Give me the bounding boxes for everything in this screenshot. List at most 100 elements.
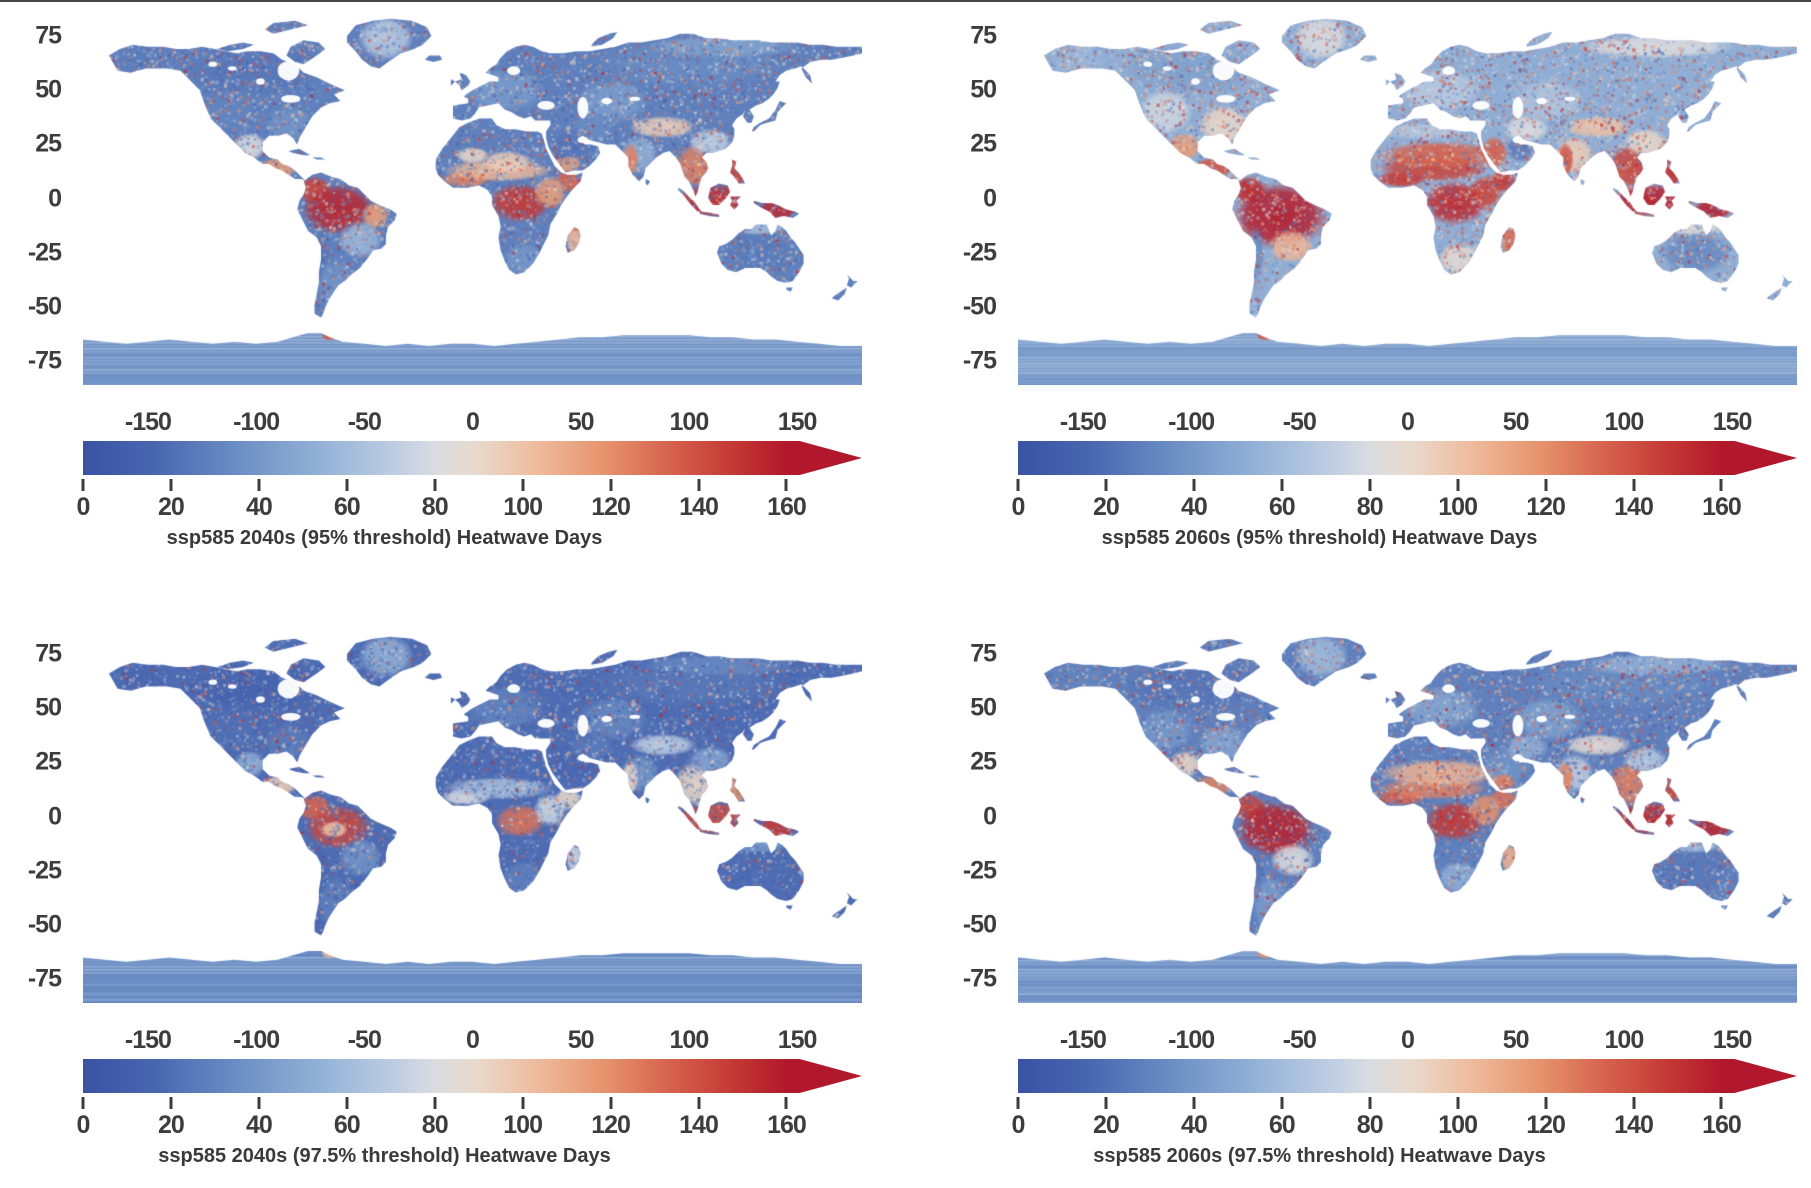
map-canvas [1018,628,1797,1003]
colorbar-tick-label: 0 [1011,1111,1026,1139]
colorbar-tickmarks [1016,1097,1797,1110]
colorbar-tick-mark [1016,479,1020,491]
longitude-axis: -150 -100 -50 0 50 100 150 [1018,408,1797,436]
lon-tick-label: 50 [567,1026,595,1054]
colorbar-gradient [1018,1059,1797,1093]
colorbar-tick-label: 160 [1702,1111,1742,1139]
colorbar-tick-label: 0 [76,493,91,521]
lon-tick-label: -100 [1168,1026,1215,1054]
lat-tick-label: 50 [970,75,997,104]
lat-tick-label: 75 [35,21,62,50]
colorbar-tick-label: 60 [1268,493,1296,521]
figure-top-border [0,0,1811,2]
colorbar-tick-mark [1456,1097,1460,1109]
colorbar-tick-mark [257,1097,261,1109]
lon-tick-label: -50 [1282,408,1317,436]
colorbar-tick-mark [1368,1097,1372,1109]
colorbar-tick-label: 160 [767,1111,807,1139]
panel-2060s-975: 75 50 25 0 -25 -50 -75 -150 -100 -50 0 50 100 150 0 2… [963,628,1797,1188]
lon-tick-label: 50 [1502,408,1530,436]
lat-tick-label: -75 [27,346,62,375]
lon-tick-label: 50 [567,408,595,436]
colorbar-tick-mark [169,1097,173,1109]
colorbar-tick-label: 20 [158,1111,185,1139]
panel-caption: ssp585 2060s (95% threshold) Heatwave Da… [1101,527,1538,549]
colorbar-tick-mark [345,1097,349,1109]
lon-tick-label: 0 [1401,408,1415,436]
panel-2060s-95: 75 50 25 0 -25 -50 -75 -150 -100 -50 0 50 100 150 0 2… [963,10,1797,570]
lat-tick-label: -25 [27,238,62,267]
colorbar-tick-label: 20 [1093,1111,1120,1139]
colorbar-tick-mark [1192,1097,1196,1109]
colorbar-tick-labels: 0 20 40 60 80 100 120 140 160 [1012,493,1797,521]
lat-tick-label: 75 [970,639,997,668]
colorbar-tick-label: 100 [503,1111,543,1139]
latitude-axis: 75 50 25 0 -25 -50 -75 [946,628,1006,1003]
world-heatmap-2040s-975 [83,628,862,1003]
lon-tick-label: 100 [669,1026,710,1054]
colorbar-tick-mark [784,1097,788,1109]
colorbar-tick-labels: 0 20 40 60 80 100 120 140 160 [77,493,862,521]
colorbar [83,1059,862,1093]
colorbar-tick-mark [609,479,613,491]
lat-tick-label: 75 [970,21,997,50]
lon-tick-label: 50 [1502,1026,1530,1054]
colorbar-tick-label: 60 [1268,1111,1296,1139]
colorbar-tick-label: 140 [1614,493,1654,521]
colorbar-tick-label: 160 [1702,493,1742,521]
colorbar-tick-mark [1280,479,1284,491]
colorbar-tick-label: 40 [245,493,273,521]
colorbar-tick-mark [433,1097,437,1109]
lon-tick-label: 0 [1401,1026,1415,1054]
lat-tick-label: 0 [983,184,997,213]
lon-tick-label: 150 [777,1026,818,1054]
colorbar-tick-mark [521,479,525,491]
lon-tick-label: -150 [1059,1026,1107,1054]
colorbar-gradient [83,441,862,475]
colorbar [1018,441,1797,475]
colorbar-tick-mark [81,1097,85,1109]
colorbar-tick-label: 60 [333,493,361,521]
panel-2040s-95: 75 50 25 0 -25 -50 -75 -150 -100 -50 0 50 100 150 0 2… [28,10,862,570]
colorbar [1018,1059,1797,1093]
colorbar [83,441,862,475]
lat-tick-label: 0 [48,184,62,213]
colorbar-tick-label: 80 [1356,493,1384,521]
colorbar-tick-mark [1192,479,1196,491]
colorbar-tick-label: 40 [245,1111,273,1139]
colorbar-tick-mark [345,479,349,491]
lat-tick-label: 50 [970,693,997,722]
colorbar-tick-label: 40 [1180,1111,1208,1139]
colorbar-tick-label: 120 [591,1111,631,1139]
lat-tick-label: -75 [962,964,997,993]
panel-caption: ssp585 2040s (95% threshold) Heatwave Da… [166,527,603,549]
colorbar-tick-label: 120 [1526,1111,1566,1139]
lon-tick-label: 150 [1712,1026,1753,1054]
colorbar-tick-mark [1719,479,1723,491]
map-canvas [83,10,862,385]
longitude-axis: -150 -100 -50 0 50 100 150 [83,408,862,436]
lon-tick-label: -150 [124,408,172,436]
lat-tick-label: 25 [35,747,62,776]
colorbar-tickmarks [81,479,862,492]
colorbar-tick-mark [1632,479,1635,491]
map-canvas [1018,10,1797,385]
colorbar-tick-mark [1456,479,1460,491]
colorbar-tick-mark [1632,1097,1635,1109]
colorbar-tick-label: 100 [1438,1111,1478,1139]
panel-caption: ssp585 2040s (97.5% threshold) Heatwave … [158,1145,611,1167]
lat-tick-label: -25 [27,856,62,885]
colorbar-tick-label: 60 [333,1111,361,1139]
colorbar-tick-mark [169,479,173,491]
colorbar-tick-labels: 0 20 40 60 80 100 120 140 160 [1012,1111,1797,1139]
lat-tick-label: -50 [962,292,997,321]
colorbar-tick-mark [1016,1097,1020,1109]
colorbar-tick-mark [257,479,261,491]
lat-tick-label: -50 [27,910,62,939]
lat-tick-label: 0 [983,802,997,831]
colorbar-tick-mark [1104,1097,1108,1109]
lon-tick-label: -50 [347,1026,382,1054]
latitude-axis: 75 50 25 0 -25 -50 -75 [11,628,71,1003]
colorbar-tick-mark [1719,1097,1723,1109]
colorbar-tick-mark [1280,1097,1284,1109]
